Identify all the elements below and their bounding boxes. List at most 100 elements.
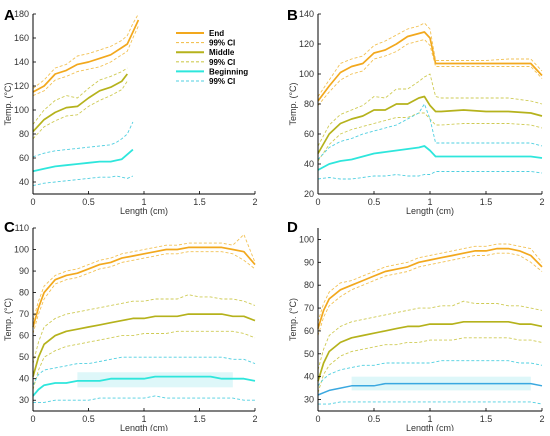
y-tick-label: 60: [304, 326, 314, 336]
x-tick-label: 1.5: [480, 197, 493, 207]
series-line-end-ci: [32, 251, 256, 334]
y-tick-label: 120: [14, 81, 29, 91]
y-tick-label: 60: [304, 129, 314, 139]
y-tick-label: 90: [304, 257, 314, 267]
y-tick-label: 100: [299, 234, 314, 244]
x-tick-label: 0.5: [368, 414, 381, 424]
y-tick-label: 40: [304, 372, 314, 382]
y-tick-label: 100: [14, 245, 29, 255]
y-tick-label: 60: [19, 153, 29, 163]
y-tick-label: 40: [19, 177, 29, 187]
legend-label: 99% CI: [209, 77, 235, 86]
x-tick-label: 2: [539, 414, 544, 424]
y-tick-label: 50: [304, 349, 314, 359]
x-tick-label: 2: [252, 414, 257, 424]
y-tick-label: 70: [19, 309, 29, 319]
series-line-end: [317, 31, 543, 102]
x-tick-label: 1: [141, 197, 146, 207]
panel-c: C 0 0.5 1 1.5 2 30 40 50 60 70 80 90 100 110 Length (cm…: [3, 219, 258, 433]
y-tick-label: 50: [19, 352, 29, 362]
series-line-beginning-d: [317, 382, 543, 396]
series-line-beginning: [317, 145, 543, 171]
series-line-end: [32, 19, 140, 93]
series-line-end: [317, 247, 543, 329]
x-tick-label: 2: [252, 197, 257, 207]
y-tick-label: 40: [304, 159, 314, 169]
x-tick-label: 0: [315, 197, 320, 207]
x-tick-label: 1: [427, 197, 432, 207]
x-axis-label: Length (cm): [406, 206, 454, 216]
x-tick-label: 0.5: [368, 197, 381, 207]
x-axis-label: Length (cm): [406, 423, 454, 431]
x-tick-label: 0: [30, 197, 35, 207]
series-line-beginning-ci: [32, 356, 256, 386]
legend-label: 99% CI: [209, 58, 235, 67]
y-tick-label: 120: [299, 39, 314, 49]
y-tick-label: 80: [304, 280, 314, 290]
series-line-middle-ci: [32, 67, 128, 125]
y-tick-label: 20: [304, 189, 314, 199]
series-line-beginning-ci: [317, 103, 543, 160]
series-line-end-ci: [317, 252, 543, 336]
panel-label: B: [287, 7, 298, 24]
x-axis-label: Length (cm): [120, 206, 168, 216]
y-axis-label: Temp. (°C): [288, 82, 298, 125]
series-line-end-ci: [32, 13, 139, 89]
series-line-end-ci: [32, 234, 256, 321]
series-line-middle: [317, 95, 543, 154]
series-line-middle-ci: [317, 337, 543, 393]
series-line-beginning-ci: [317, 360, 543, 387]
series-line-end: [32, 246, 256, 328]
legend-label: 99% CI: [209, 39, 235, 48]
series-line-middle-ci: [32, 294, 256, 364]
y-tick-label: 30: [304, 395, 314, 405]
y-tick-label: 30: [19, 395, 29, 405]
x-axis-label: Length (cm): [120, 423, 168, 431]
y-axis-label: Temp. (°C): [288, 298, 298, 341]
series-line-end-ci: [317, 22, 543, 97]
series-line-beginning-ci: [317, 171, 543, 180]
x-tick-label: 1: [141, 414, 146, 424]
series-line-middle-ci: [32, 80, 128, 140]
y-tick-label: 180: [14, 9, 29, 19]
legend-label: Middle: [209, 48, 235, 57]
series-line-beginning: [32, 375, 256, 397]
series-line-middle: [32, 73, 128, 133]
series-line-middle: [317, 320, 543, 382]
panel-label: C: [4, 219, 15, 236]
x-tick-label: 1.5: [193, 197, 206, 207]
y-tick-label: 80: [304, 99, 314, 109]
series-line-end-ci: [317, 243, 543, 322]
series-line-beginning: [32, 148, 134, 173]
y-axis-label: Temp. (°C): [3, 298, 13, 341]
y-tick-label: 60: [19, 331, 29, 341]
series-line-end-ci: [317, 39, 543, 106]
series-line-middle-ci: [317, 300, 543, 370]
x-tick-label: 1.5: [480, 414, 493, 424]
series-line-middle: [32, 313, 256, 377]
y-tick-label: 80: [19, 288, 29, 298]
x-tick-label: 0.5: [82, 197, 95, 207]
series-line-end-ci: [32, 25, 139, 97]
y-axis-label: Temp. (°C): [3, 82, 13, 125]
x-tick-label: 0: [30, 414, 35, 424]
series-line-beginning-ci: [318, 401, 543, 405]
x-tick-label: 0.5: [82, 414, 95, 424]
panel-a: A 0 0.5 1 1.5 2 40 60 80 100 120 140 160 180 Length (c…: [3, 7, 258, 216]
y-tick-label: 110: [15, 223, 29, 233]
series-line-middle-ci: [317, 73, 543, 147]
panel-label: D: [287, 219, 298, 236]
y-tick-label: 70: [304, 303, 314, 313]
panel-b: B 0 0.5 1 1.5 2 20 40 60 80 100 120 140 Length (cm) Te…: [287, 7, 545, 216]
y-tick-label: 140: [14, 57, 29, 67]
y-tick-label: 90: [19, 266, 29, 276]
panel-d: D 0 0.5 1 1.5 2 30 40 50 60 70 80 90 100 Length (cm) Te…: [287, 219, 545, 433]
panel-label: A: [4, 7, 15, 24]
series-line-beginning-ci: [33, 395, 255, 403]
series-line-beginning-ci: [32, 121, 134, 158]
y-tick-label: 100: [14, 105, 29, 115]
y-tick-label: 160: [14, 33, 29, 43]
